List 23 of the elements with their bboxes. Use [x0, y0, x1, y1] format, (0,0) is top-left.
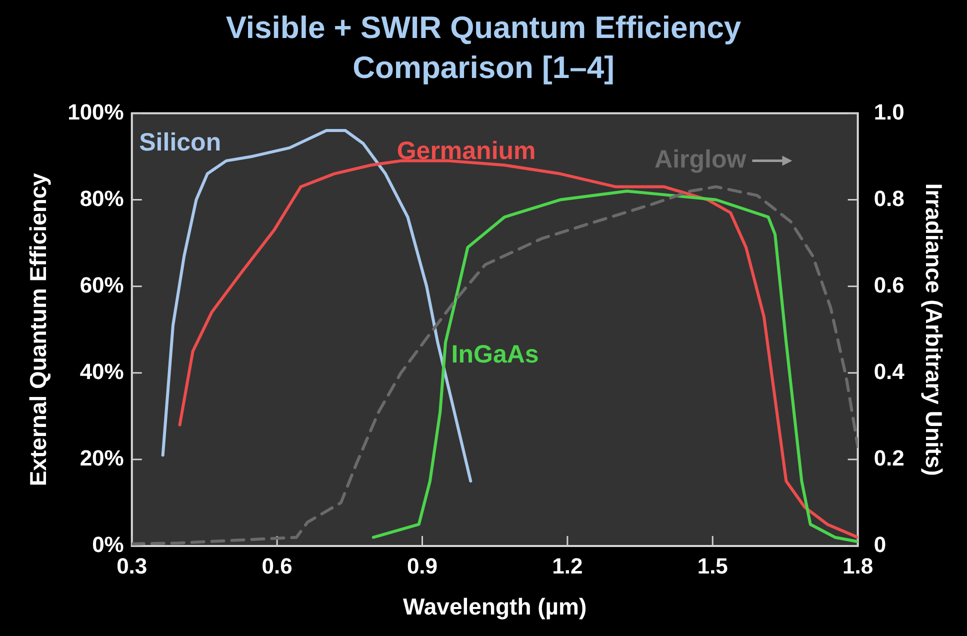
y-tick-label: 20%	[80, 446, 124, 471]
y-axis-title: External Quantum Efficiency	[25, 172, 52, 486]
y2-tick-label: 1.0	[874, 99, 904, 124]
x-axis-title: Wavelength (µm)	[403, 594, 587, 620]
y2-tick-label: 0.2	[874, 446, 904, 471]
y-tick-label: 40%	[80, 358, 124, 384]
x-tick-label: 0.6	[262, 553, 292, 578]
y-tick-label: 80%	[80, 186, 124, 211]
x-tick-label: 1.5	[697, 553, 728, 578]
y2-axis-title: Irradiance (Arbitrary Units)	[920, 183, 947, 476]
series-label: Silicon	[139, 128, 222, 156]
y2-tick-label: 0.4	[874, 358, 906, 384]
y2-tick-label: 0.6	[874, 272, 904, 298]
series-label: InGaAs	[451, 340, 539, 368]
x-tick-label: 0.9	[406, 553, 438, 578]
series-label: Germanium	[396, 137, 536, 166]
y2-tick-label: 0	[874, 532, 886, 558]
x-tick-label: 1.8	[842, 553, 874, 578]
chart-title: Visible + SWIR Quantum Efficiency Comparison [1–4]	[224, 9, 742, 87]
y-tick-label: 100%	[68, 99, 124, 124]
y2-tick-label: 0.8	[874, 186, 904, 211]
x-tick-label: 1.2	[552, 553, 583, 578]
y-tick-label: 60%	[80, 272, 124, 298]
